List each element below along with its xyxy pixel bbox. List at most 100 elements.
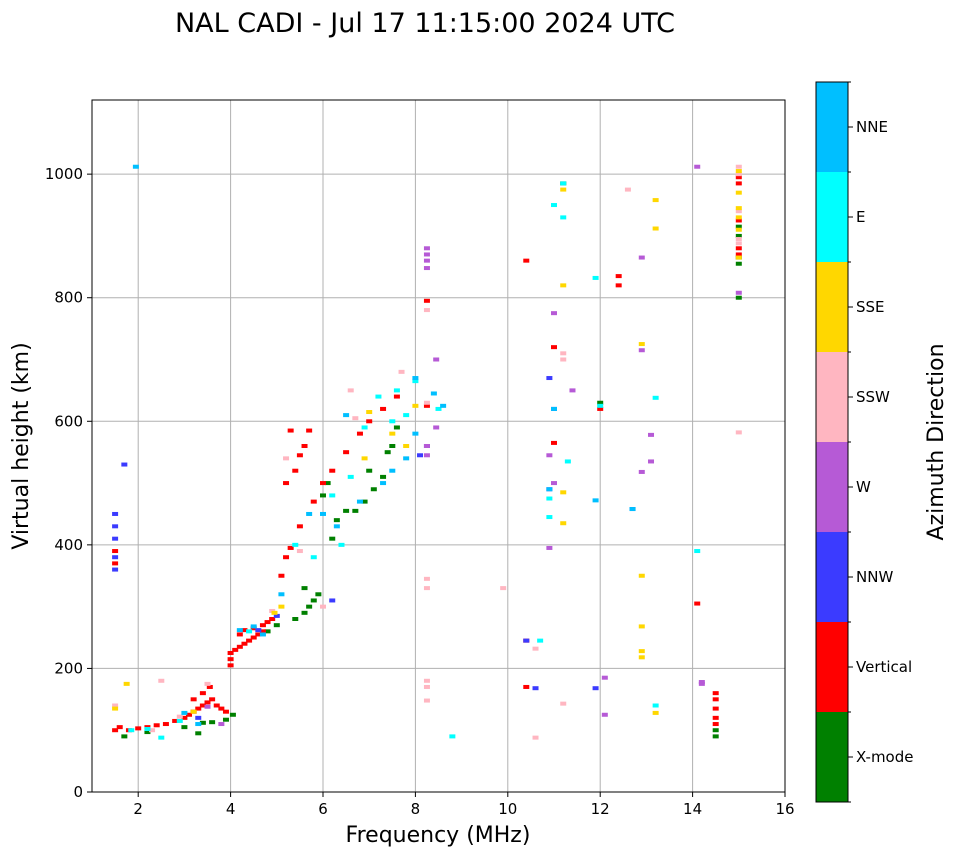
point-vertical: [380, 406, 387, 411]
point-vertical: [172, 718, 179, 723]
point-nne: [343, 413, 350, 418]
point-w: [601, 675, 608, 680]
point-sse: [638, 342, 645, 347]
point-nnw: [112, 536, 119, 541]
point-x-mode: [320, 493, 326, 498]
point-ssw: [112, 703, 119, 708]
point-vertical: [712, 715, 719, 720]
point-x-mode: [301, 586, 308, 591]
y-axis-label: Virtual height (km): [9, 342, 34, 549]
point-vertical: [278, 573, 285, 578]
point-vertical: [112, 561, 119, 566]
point-ssw: [423, 400, 430, 405]
point-w: [694, 164, 701, 169]
point-x-mode: [352, 508, 359, 513]
point-nnw: [112, 555, 119, 560]
point-sse: [638, 573, 645, 578]
y-tick-label: 600: [54, 412, 83, 430]
point-nne: [181, 710, 188, 715]
point-nne: [592, 498, 599, 503]
point-x-mode: [264, 629, 271, 634]
point-vertical: [241, 641, 248, 646]
point-x-mode: [735, 295, 742, 300]
point-vertical: [551, 440, 557, 445]
point-ssw: [283, 456, 290, 461]
point-x-mode: [292, 617, 299, 621]
point-x-mode: [229, 712, 236, 717]
y-tick-label: 1000: [45, 165, 83, 183]
point-vertical: [232, 647, 239, 652]
point-sse: [123, 681, 130, 686]
point-sse: [652, 198, 659, 203]
point-x-mode: [121, 734, 128, 739]
chart-title: NAL CADI - Jul 17 11:15:00 2024 UTC: [175, 8, 675, 39]
point-sse: [560, 521, 567, 526]
point-vertical: [296, 524, 303, 529]
point-vertical: [218, 706, 225, 711]
colorbar-segment-ssw: [816, 352, 848, 442]
point-vertical: [186, 712, 193, 717]
point-vertical: [356, 431, 363, 436]
point-sse: [735, 206, 742, 211]
point-vertical: [694, 601, 701, 606]
point-vertical: [250, 635, 257, 640]
point-w: [551, 481, 557, 486]
point-w: [735, 290, 742, 295]
plot-frame: [91, 99, 786, 793]
point-ssw: [560, 701, 567, 706]
point-vertical: [259, 629, 266, 634]
point-nne: [250, 624, 257, 629]
colorbar-label: E: [856, 208, 865, 226]
y-tick-label: 400: [54, 536, 83, 554]
point-e: [310, 555, 317, 560]
point-nne: [440, 403, 447, 408]
point-x-mode: [209, 720, 216, 725]
point-vertical: [204, 700, 211, 705]
colorbar-segment-sse: [816, 262, 848, 352]
colorbar-label: Vertical: [856, 658, 912, 676]
point-ssw: [500, 586, 507, 591]
point-w: [546, 453, 553, 458]
point-vertical: [329, 468, 336, 473]
point-w: [433, 357, 440, 362]
point-w: [433, 425, 440, 430]
colorbar-segment-e: [816, 172, 848, 262]
point-sse: [361, 456, 368, 461]
point-e: [597, 403, 604, 408]
point-vertical: [241, 628, 248, 633]
point-e: [389, 419, 396, 424]
point-vertical: [135, 726, 142, 731]
point-e: [564, 459, 571, 464]
point-ssw: [560, 357, 567, 362]
x-tick-label: 2: [133, 800, 143, 818]
point-w: [638, 469, 645, 474]
point-w: [638, 348, 645, 353]
point-e: [546, 496, 553, 501]
point-ssw: [735, 164, 742, 169]
point-nnw: [592, 686, 599, 691]
y-axis: 0 200 400 600 800 1000: [45, 165, 92, 801]
point-vertical: [162, 722, 169, 727]
point-w: [423, 453, 430, 458]
point-vertical: [283, 481, 290, 486]
point-nne: [195, 722, 202, 727]
point-vertical: [712, 722, 719, 727]
point-e: [393, 388, 400, 393]
point-e: [338, 542, 345, 547]
x-tick-label: 14: [683, 800, 702, 818]
x-tick-label: 8: [411, 800, 421, 818]
point-sse: [271, 610, 278, 615]
point-vertical: [310, 499, 317, 504]
y-tick-label: 800: [54, 289, 83, 307]
point-vertical: [366, 419, 373, 424]
point-vertical: [153, 723, 160, 728]
point-e: [144, 726, 151, 731]
point-w: [423, 258, 430, 263]
point-sse: [112, 706, 119, 711]
point-x-mode: [310, 598, 317, 603]
point-vertical: [423, 298, 430, 303]
point-e: [128, 728, 135, 733]
point-vertical: [735, 252, 742, 257]
point-vertical: [292, 468, 299, 473]
point-ssw: [296, 549, 303, 554]
